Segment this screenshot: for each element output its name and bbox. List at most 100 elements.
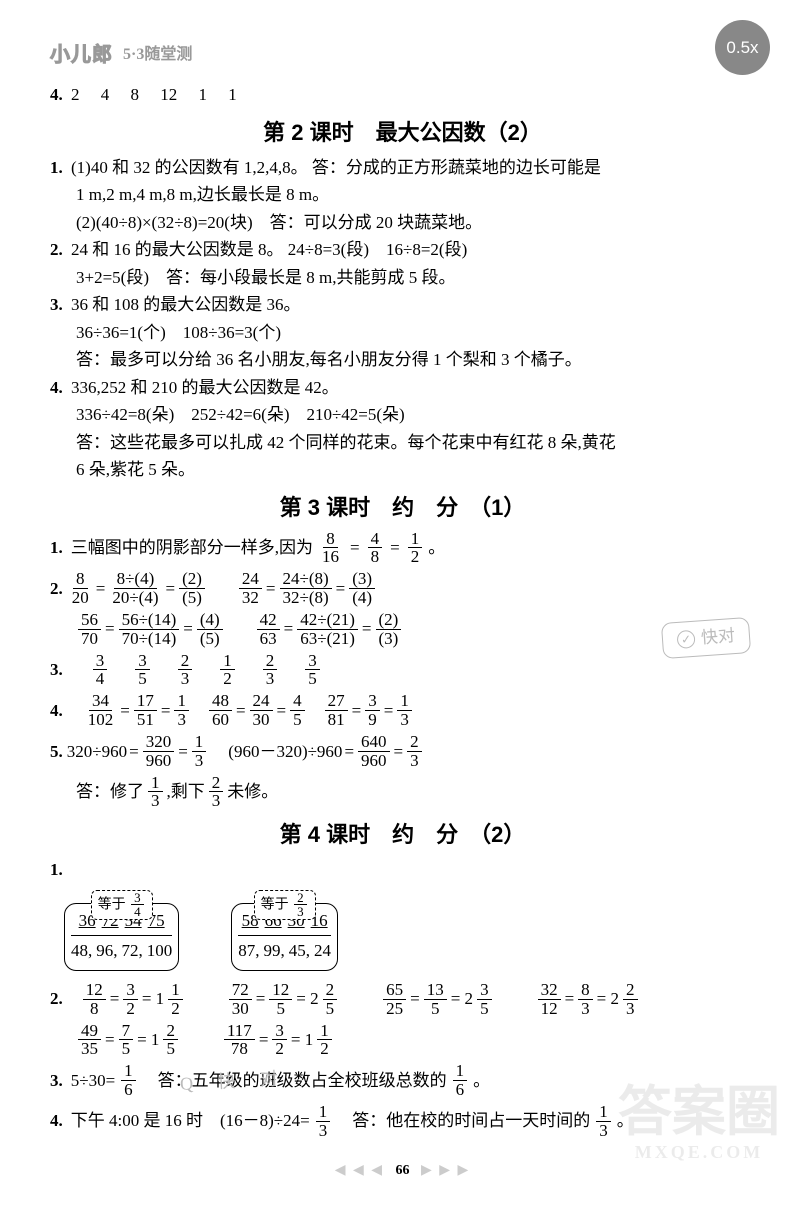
val: 2 xyxy=(71,85,80,104)
q-num: 2. xyxy=(50,240,63,259)
fraction: 23 xyxy=(209,774,224,811)
text: 。 xyxy=(473,1068,490,1094)
q-num: 1. xyxy=(50,158,63,177)
arrow-left-icon: ◀ ◀ ◀ xyxy=(335,1163,384,1178)
s3-q3: 3. 34 35 23 12 23 35 xyxy=(50,652,755,689)
text: 336÷42=8(朵) 252÷42=6(朵) 210÷42=5(朵) xyxy=(50,402,755,428)
fraction: 25 xyxy=(163,1022,178,1059)
q-num: 4. xyxy=(50,378,63,397)
text: 答：他在校的时间占一天时间的 xyxy=(352,1108,590,1134)
text: 。 xyxy=(428,535,445,561)
arrow-right-icon: ▶ ▶ ▶ xyxy=(421,1163,470,1178)
fraction: 11778 xyxy=(224,1022,255,1059)
s4-q2-r1: 2. 128=32= 1 127230=125= 2 256525=135= 2… xyxy=(50,981,755,1018)
text: 6 朵,紫花 5 朵。 xyxy=(50,457,755,483)
fraction: 39 xyxy=(365,692,380,729)
text: (1)40 和 32 的公因数有 1,2,4,8。 答：分成的正方形蔬菜地的边长… xyxy=(71,158,601,177)
section-4-title: 第 4 课时 约 分 （2） xyxy=(50,818,755,851)
s2-q1: 1. (1)40 和 32 的公因数有 1,2,4,8。 答：分成的正方形蔬菜地… xyxy=(50,155,755,181)
fraction: (3)(4) xyxy=(349,570,375,607)
fraction: 48 xyxy=(368,530,383,567)
fraction: (4)(5) xyxy=(197,611,223,648)
fraction: 6525 xyxy=(383,981,406,1018)
cell: 48, xyxy=(71,938,92,964)
text: 3+2=5(段) 答：每小段最长是 8 m,共能剪成 5 段。 xyxy=(50,265,755,291)
s4-q2-r2: 4935=75= 1 2511778=32= 1 12 xyxy=(50,1022,755,1059)
q-num: 5. xyxy=(50,739,63,765)
fraction: 16 xyxy=(453,1062,468,1099)
fraction: 12 xyxy=(408,530,423,567)
fraction: 23 xyxy=(407,733,422,770)
page-number: 66 xyxy=(388,1158,418,1183)
ghost-watermark: Q 快 对 xyxy=(179,1065,288,1098)
cell: 72, xyxy=(122,938,143,964)
fraction: 12 xyxy=(317,1022,332,1059)
scroll-box-a: 等于 34 36 72 54 75 48, 96, 72, 100 xyxy=(64,903,179,971)
fraction: 34102 xyxy=(85,692,117,729)
fraction: 4935 xyxy=(78,1022,101,1059)
fraction: 23 xyxy=(263,652,278,689)
fraction: 5670 xyxy=(78,611,101,648)
fraction: 12 xyxy=(168,981,183,1018)
text: 36÷36=1(个) 108÷36=3(个) xyxy=(50,320,755,346)
s3-q4: 4. 34102= 1751= 13 4860= 2430= 45 2781= … xyxy=(50,692,755,729)
text: 未修。 xyxy=(227,779,278,805)
q-num: 4. xyxy=(50,698,63,724)
scroll-tab: 等于 23 xyxy=(254,890,316,920)
fraction: 1751 xyxy=(134,692,157,729)
fraction: 640960 xyxy=(358,733,390,770)
fraction: 4263 xyxy=(257,611,280,648)
header: 小儿郎 5·3随堂测 xyxy=(50,40,755,70)
text: (2)(40÷8)×(32÷8)=20(块) 答：可以分成 20 块蔬菜地。 xyxy=(50,210,755,236)
scroll-box-b: 等于 23 58 66 30 16 87, 99, 45, 24 xyxy=(231,903,338,971)
page: 0.5x 小儿郎 5·3随堂测 4. 2 4 8 12 1 1 第 2 课时 最… xyxy=(0,0,800,1213)
check-icon: ✓ xyxy=(676,630,695,649)
fraction: 13 xyxy=(316,1103,331,1140)
footer: ◀ ◀ ◀ 66 ▶ ▶ ▶ xyxy=(50,1158,755,1183)
text: 下午 4:00 是 16 时 (16－8)÷24= xyxy=(71,1108,310,1134)
s3-q2-r1: 2. 820 = 8÷(4)20÷(4) = (2)(5) 2432 = 24÷… xyxy=(50,570,755,607)
s4-q1: 1. xyxy=(50,857,755,883)
s2-q2: 2. 24 和 16 的最大公因数是 8。 24÷8=3(段) 16÷8=2(段… xyxy=(50,237,755,263)
cell: 45, xyxy=(289,938,310,964)
fraction: 320960 xyxy=(143,733,175,770)
fraction: 13 xyxy=(397,692,412,729)
q-num: 2. xyxy=(50,986,63,1012)
s3-q2-r2: 5670 = 56÷(14)70÷(14) = (4)(5) 4263 = 42… xyxy=(50,611,755,648)
brand-logo: 小儿郎 xyxy=(50,40,113,70)
fraction: 35 xyxy=(477,981,492,1018)
fraction: 820 xyxy=(69,570,92,607)
fraction: 816 xyxy=(319,530,342,567)
section-3-title: 第 3 课时 约 分 （1） xyxy=(50,491,755,524)
text: 36 和 108 的最大公因数是 36。 xyxy=(71,295,301,314)
fraction: 45 xyxy=(290,692,305,729)
text: (960－320)÷960 xyxy=(228,739,342,765)
fraction: 83 xyxy=(578,981,593,1018)
fraction: 135 xyxy=(424,981,447,1018)
fraction: 75 xyxy=(119,1022,134,1059)
q4-top: 4. 2 4 8 12 1 1 xyxy=(50,82,755,108)
fraction: 3212 xyxy=(538,981,561,1018)
text: 24 和 16 的最大公因数是 8。 24÷8=3(段) 16÷8=2(段) xyxy=(71,240,467,259)
q-num: 3. xyxy=(50,657,63,683)
val: 8 xyxy=(131,85,140,104)
fraction: 56÷(14)70÷(14) xyxy=(119,611,180,648)
text: ,剩下 xyxy=(167,779,205,805)
fraction: 23 xyxy=(178,652,193,689)
fraction: 2781 xyxy=(325,692,348,729)
cell: 99, xyxy=(264,938,285,964)
text: 三幅图中的阴影部分一样多,因为 xyxy=(71,535,313,561)
text: 答：这些花最多可以扎成 42 个同样的花束。每个花束中有红花 8 朵,黄花 xyxy=(50,430,755,456)
text: 5÷30= xyxy=(71,1068,115,1094)
fraction: 2432 xyxy=(239,570,262,607)
fraction: 125 xyxy=(269,981,292,1018)
cell: 100 xyxy=(147,938,173,964)
text: 1 m,2 m,4 m,8 m,边长最长是 8 m。 xyxy=(50,182,755,208)
q-num: 1. xyxy=(50,535,63,561)
fraction: 4860 xyxy=(209,692,232,729)
cell: 96, xyxy=(96,938,117,964)
fraction: 34 xyxy=(93,652,108,689)
series-label: 5·3随堂测 xyxy=(123,43,192,67)
s3-q5-ans: 答：修了 13 ,剩下 23 未修。 xyxy=(50,774,755,811)
zoom-badge[interactable]: 0.5x xyxy=(715,20,770,75)
